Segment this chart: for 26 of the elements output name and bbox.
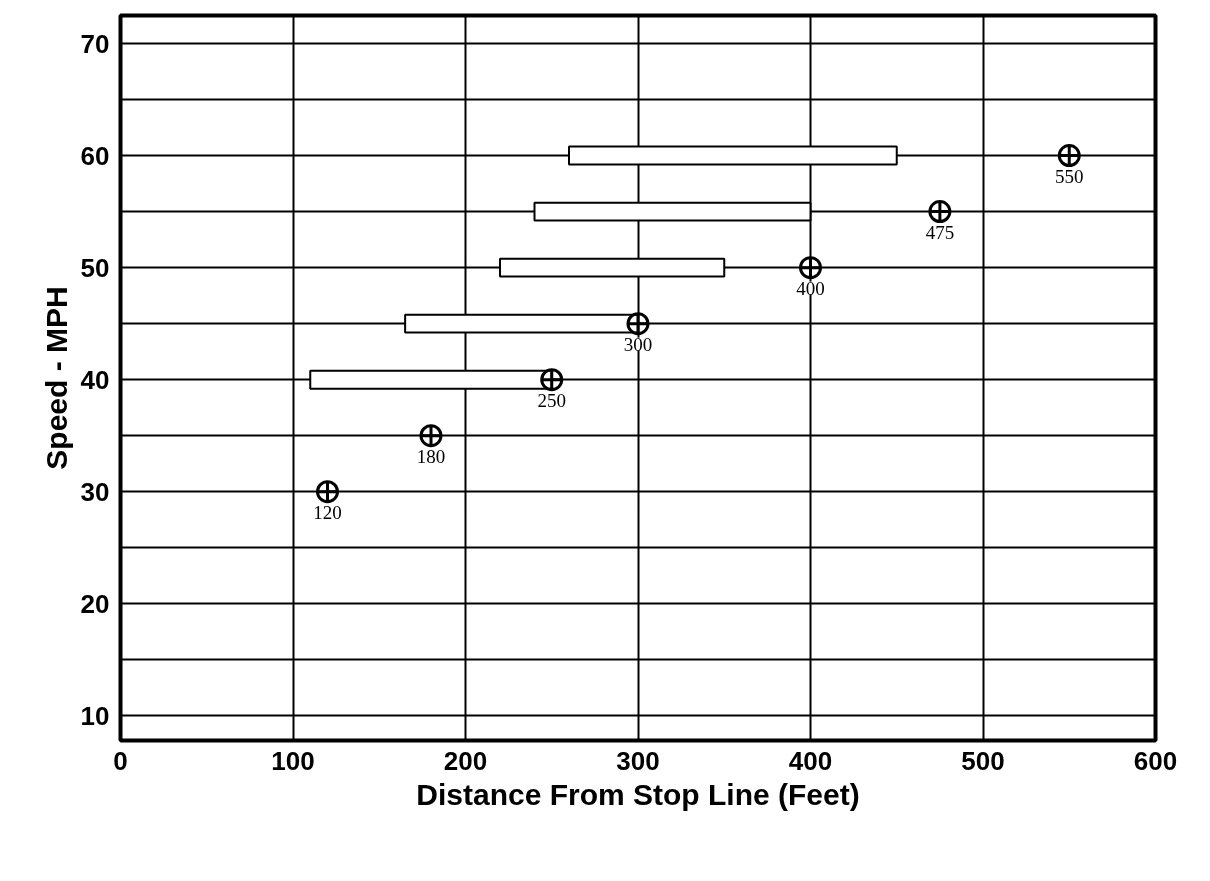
y-tick-label: 70 [80, 28, 110, 59]
x-tick-label: 200 [443, 745, 488, 776]
data-label: 475 [925, 221, 955, 243]
data-label: 180 [416, 445, 446, 467]
data-label: 250 [537, 389, 566, 411]
y-tick-label: 10 [80, 700, 110, 731]
bar [568, 145, 898, 166]
x-tick-label: 100 [271, 745, 315, 776]
y-tick-label: 40 [80, 364, 110, 395]
bar [499, 257, 726, 278]
data-label: 120 [313, 501, 342, 523]
x-tick-label: 0 [113, 745, 128, 776]
x-axis-title: Distance From Stop Line (Feet) [416, 777, 860, 811]
y-tick-label: 30 [80, 476, 110, 507]
x-tick-label: 600 [1133, 745, 1178, 776]
y-tick-label: 50 [80, 252, 110, 283]
y-axis-title: Speed - MPH [39, 286, 73, 470]
data-label: 550 [1055, 165, 1084, 187]
y-tick-label: 20 [80, 588, 110, 619]
x-tick-label: 400 [788, 745, 833, 776]
data-label: 400 [796, 277, 825, 299]
x-tick-label: 500 [961, 745, 1005, 776]
y-tick-label: 60 [80, 140, 110, 171]
data-label: 300 [623, 333, 653, 355]
bar [533, 201, 812, 222]
x-tick-label: 300 [616, 745, 660, 776]
